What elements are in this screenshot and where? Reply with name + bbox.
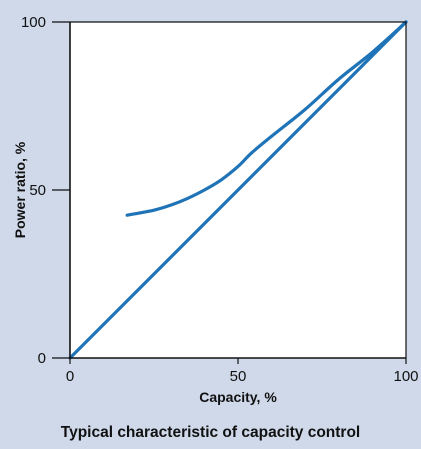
figure-caption: Typical characteristic of capacity contr…	[60, 424, 361, 441]
axes-layer	[52, 21, 407, 364]
labels-layer: 0 50 100 0 50 100 Capacity, % Power ratio, %	[12, 14, 419, 405]
y-tick-label: 50	[29, 182, 46, 199]
y-tick-label: 0	[38, 350, 46, 367]
x-tick-label: 100	[393, 368, 418, 385]
series-line-2	[125, 20, 408, 217]
series-layer	[68, 20, 408, 360]
x-tick-label: 50	[230, 368, 247, 385]
series-line-1	[68, 20, 408, 360]
y-axis-title: Power ratio, %	[12, 141, 28, 238]
x-axis-title: Capacity, %	[199, 389, 277, 405]
y-tick-label: 100	[21, 14, 46, 31]
x-tick-label: 0	[66, 368, 74, 385]
